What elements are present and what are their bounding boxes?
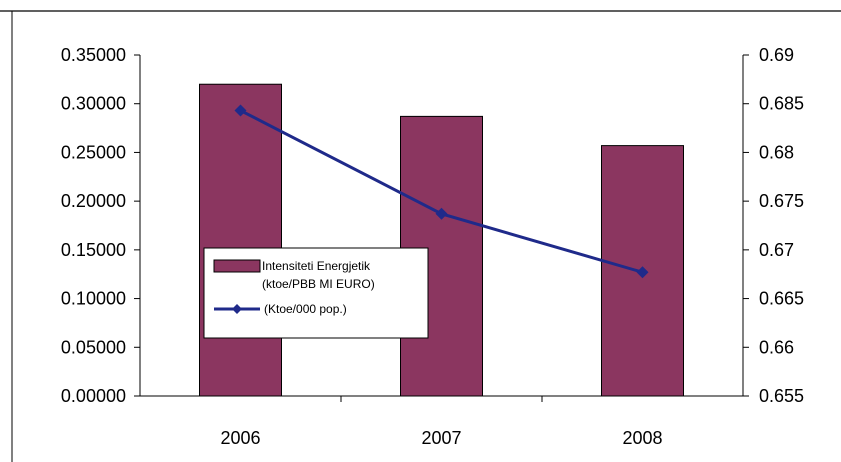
right-axis-tick-label: 0.67: [759, 240, 794, 260]
left-axis-tick-label: 0.10000: [61, 289, 126, 309]
x-axis-tick-label: 2006: [220, 428, 260, 448]
right-axis-tick-label: 0.655: [759, 386, 804, 406]
legend-label-bar-line2: (ktoe/PBB MI EURO): [262, 277, 375, 291]
line-point-2006: [234, 104, 247, 117]
left-axis-tick-label: 0.25000: [61, 142, 126, 162]
right-axis-tick-label: 0.675: [759, 191, 804, 211]
left-axis-tick-label: 0.15000: [61, 240, 126, 260]
bar-2006: [199, 83, 282, 397]
left-axis-tick-label: 0.30000: [61, 94, 126, 114]
left-axis-tick-label: 0.00000: [61, 386, 126, 406]
left-axis-tick-label: 0.35000: [61, 45, 126, 65]
right-axis-tick-label: 0.69: [759, 45, 794, 65]
left-axis-tick-label: 0.20000: [61, 191, 126, 211]
right-axis-tick-label: 0.685: [759, 94, 804, 114]
left-axis-tick-label: 0.05000: [61, 337, 126, 357]
right-axis-tick-label: 0.665: [759, 289, 804, 309]
legend-label-line: (Ktoe/000 pop.): [264, 302, 347, 316]
x-axis-tick-label: 2008: [622, 428, 662, 448]
legend-swatch-marker: [232, 304, 242, 314]
legend-swatch-bar: [213, 259, 261, 273]
x-axis-tick-label: 2007: [421, 428, 461, 448]
right-axis-tick-label: 0.68: [759, 142, 794, 162]
legend-label-bar-line1: Intensiteti Energjetik: [262, 259, 371, 273]
line-point-2008: [636, 266, 649, 279]
right-axis-tick-label: 0.66: [759, 337, 794, 357]
line-point-2007: [435, 207, 448, 220]
